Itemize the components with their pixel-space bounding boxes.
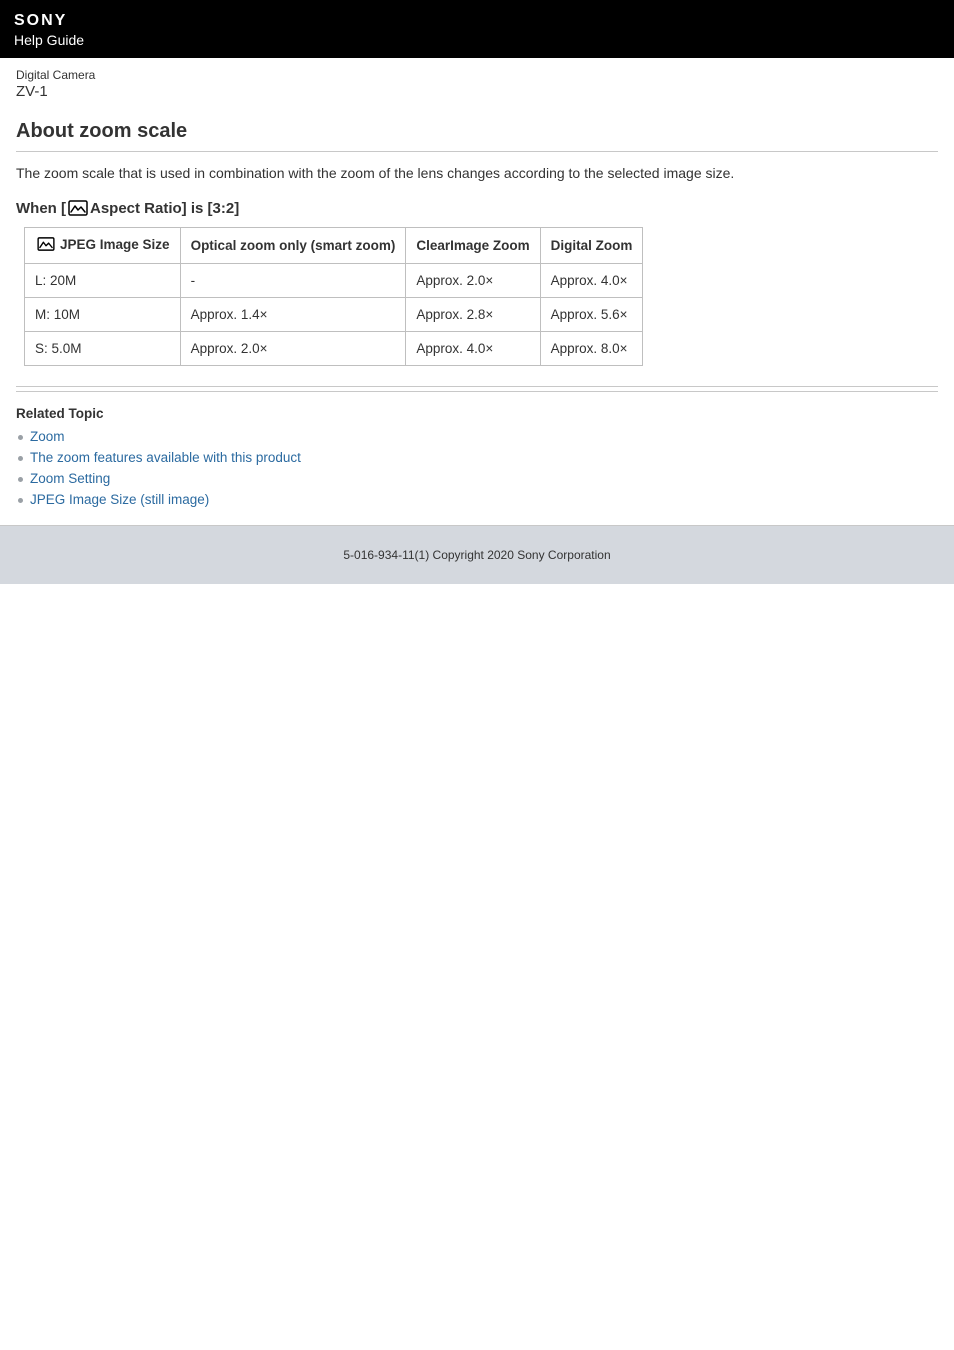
heading-label: Aspect Ratio] is [3:2]: [90, 200, 239, 217]
col-header-clearimage: ClearImage Zoom: [406, 227, 540, 264]
main-content: About zoom scale The zoom scale that is …: [0, 100, 954, 525]
cell-size: M: 10M: [25, 298, 181, 332]
page-container: SONY Help Guide Digital Camera ZV-1 Abou…: [0, 0, 954, 1350]
product-model: ZV-1: [16, 83, 938, 100]
list-item: Zoom: [16, 429, 938, 444]
related-link-zoom-features[interactable]: The zoom features available with this pr…: [30, 450, 301, 465]
product-category: Digital Camera: [16, 68, 938, 82]
related-topic-list: Zoom The zoom features available with th…: [16, 429, 938, 507]
related-link-zoom[interactable]: Zoom: [30, 429, 65, 444]
cell-optical: -: [180, 264, 406, 298]
col-header-jpeg-size-label: JPEG Image Size: [60, 237, 170, 252]
related-topic-title: Related Topic: [16, 406, 938, 421]
cell-clearimage: Approx. 2.8×: [406, 298, 540, 332]
col-header-jpeg-size: JPEG Image Size: [25, 227, 181, 264]
cell-digital: Approx. 4.0×: [540, 264, 643, 298]
product-header: Digital Camera ZV-1: [0, 58, 954, 100]
still-image-icon: [68, 200, 88, 216]
title-divider: [16, 151, 938, 152]
global-header: SONY Help Guide: [0, 0, 954, 58]
col-header-digital: Digital Zoom: [540, 227, 643, 264]
col-header-optical: Optical zoom only (smart zoom): [180, 227, 406, 264]
page-footer: 5-016-934-11(1) Copyright 2020 Sony Corp…: [0, 525, 954, 584]
related-link-zoom-setting[interactable]: Zoom Setting: [30, 471, 110, 486]
related-link-jpeg-image-size[interactable]: JPEG Image Size (still image): [30, 492, 209, 507]
still-image-icon: [37, 237, 55, 251]
cell-digital: Approx. 5.6×: [540, 298, 643, 332]
zoom-scale-table: JPEG Image Size Optical zoom only (smart…: [24, 227, 643, 367]
cell-size: L: 20M: [25, 264, 181, 298]
table-row: L: 20M - Approx. 2.0× Approx. 4.0×: [25, 264, 643, 298]
cell-optical: Approx. 1.4×: [180, 298, 406, 332]
table-row: S: 5.0M Approx. 2.0× Approx. 4.0× Approx…: [25, 332, 643, 366]
list-item: Zoom Setting: [16, 471, 938, 486]
section-divider-top: [16, 386, 938, 387]
section-heading: When [ Aspect Ratio] is [3:2]: [16, 200, 938, 217]
list-item: JPEG Image Size (still image): [16, 492, 938, 507]
heading-prefix: When [: [16, 200, 66, 217]
cell-digital: Approx. 8.0×: [540, 332, 643, 366]
table-header-row: JPEG Image Size Optical zoom only (smart…: [25, 227, 643, 264]
cell-optical: Approx. 2.0×: [180, 332, 406, 366]
copyright-text: 5-016-934-11(1) Copyright 2020 Sony Corp…: [343, 548, 610, 562]
intro-text: The zoom scale that is used in combinati…: [16, 164, 938, 184]
cell-clearimage: Approx. 4.0×: [406, 332, 540, 366]
cell-clearimage: Approx. 2.0×: [406, 264, 540, 298]
table-row: M: 10M Approx. 1.4× Approx. 2.8× Approx.…: [25, 298, 643, 332]
brand-logo: SONY: [14, 12, 940, 30]
page-title: About zoom scale: [16, 120, 938, 143]
section-divider-bottom: [16, 391, 938, 392]
help-guide-label: Help Guide: [14, 32, 940, 48]
list-item: The zoom features available with this pr…: [16, 450, 938, 465]
cell-size: S: 5.0M: [25, 332, 181, 366]
